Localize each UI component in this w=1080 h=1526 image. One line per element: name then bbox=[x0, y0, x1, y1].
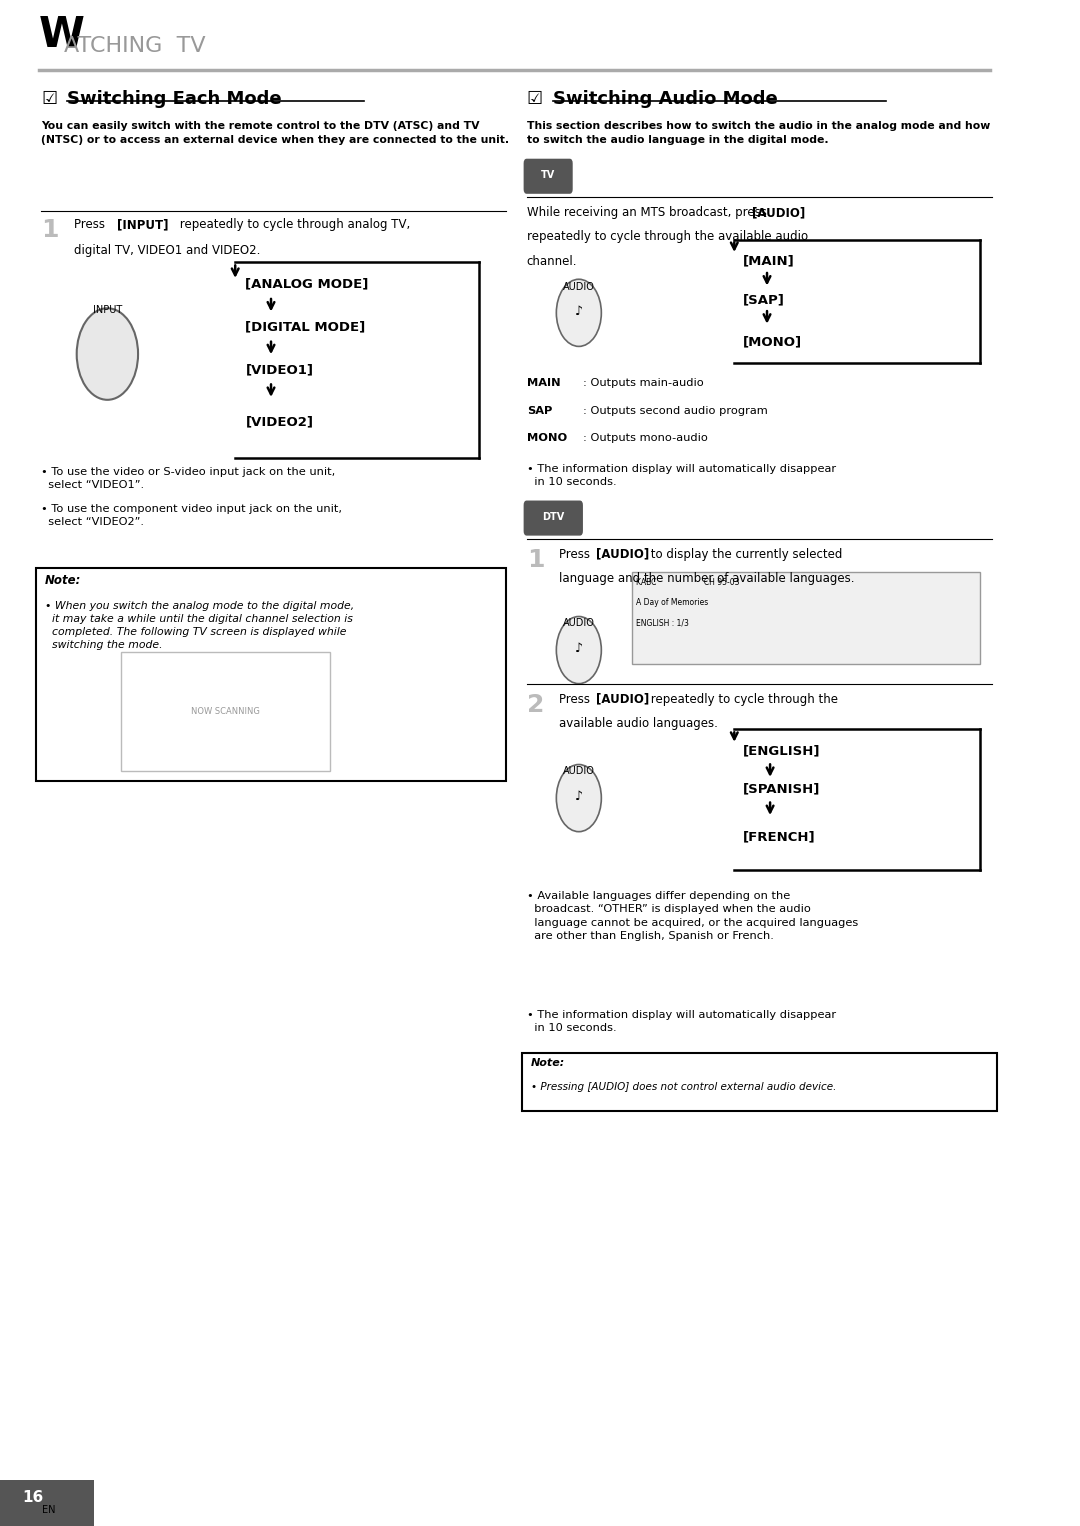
Text: repeatedly to cycle through analog TV,: repeatedly to cycle through analog TV, bbox=[176, 218, 410, 232]
Text: ATCHING  TV: ATCHING TV bbox=[65, 37, 206, 56]
Text: Note:: Note: bbox=[530, 1058, 565, 1068]
Text: • To use the video or S-video input jack on the unit,
  select “VIDEO1”.: • To use the video or S-video input jack… bbox=[41, 467, 335, 490]
Text: to display the currently selected: to display the currently selected bbox=[647, 548, 842, 562]
Text: [DIGITAL MODE]: [DIGITAL MODE] bbox=[245, 320, 366, 334]
Text: AUDIO: AUDIO bbox=[563, 282, 595, 293]
Text: ♪: ♪ bbox=[575, 790, 583, 803]
Text: Switching Audio Mode: Switching Audio Mode bbox=[553, 90, 778, 108]
Text: language and the number of available languages.: language and the number of available lan… bbox=[559, 572, 855, 586]
FancyBboxPatch shape bbox=[121, 652, 330, 771]
Text: [MAIN]: [MAIN] bbox=[742, 255, 794, 269]
Text: channel.: channel. bbox=[527, 255, 577, 269]
Text: : Outputs second audio program: : Outputs second audio program bbox=[583, 406, 768, 417]
FancyBboxPatch shape bbox=[632, 572, 980, 664]
Text: 1: 1 bbox=[41, 218, 58, 243]
Text: [SAP]: [SAP] bbox=[742, 293, 784, 307]
Circle shape bbox=[556, 279, 602, 346]
Text: ENGLISH : 1/3: ENGLISH : 1/3 bbox=[636, 618, 689, 627]
Text: ♪: ♪ bbox=[575, 642, 583, 655]
Circle shape bbox=[77, 308, 138, 400]
Text: EN: EN bbox=[42, 1505, 56, 1515]
Text: [ANALOG MODE]: [ANALOG MODE] bbox=[245, 278, 369, 291]
Text: : Outputs main-audio: : Outputs main-audio bbox=[583, 378, 704, 389]
Text: This section describes how to switch the audio in the analog mode and how
to swi: This section describes how to switch the… bbox=[527, 121, 990, 145]
Text: MAIN: MAIN bbox=[527, 378, 561, 389]
Text: [AUDIO]: [AUDIO] bbox=[752, 206, 805, 220]
Text: [AUDIO]: [AUDIO] bbox=[596, 693, 649, 707]
Text: repeatedly to cycle through the: repeatedly to cycle through the bbox=[647, 693, 838, 707]
Text: SAP: SAP bbox=[527, 406, 552, 417]
Text: • When you switch the analog mode to the digital mode,
  it may take a while unt: • When you switch the analog mode to the… bbox=[45, 601, 354, 650]
Text: 16: 16 bbox=[22, 1489, 43, 1505]
Text: INPUT: INPUT bbox=[93, 305, 122, 316]
Text: MONO: MONO bbox=[527, 433, 567, 444]
Text: NOW SCANNING: NOW SCANNING bbox=[190, 707, 259, 716]
Text: • To use the component video input jack on the unit,
  select “VIDEO2”.: • To use the component video input jack … bbox=[41, 504, 342, 526]
Text: • Pressing [AUDIO] does not control external audio device.: • Pressing [AUDIO] does not control exte… bbox=[530, 1082, 836, 1093]
FancyBboxPatch shape bbox=[524, 501, 583, 536]
FancyBboxPatch shape bbox=[36, 568, 507, 781]
Text: You can easily switch with the remote control to the DTV (ATSC) and TV
(NTSC) or: You can easily switch with the remote co… bbox=[41, 121, 509, 145]
Circle shape bbox=[556, 765, 602, 832]
Text: Note:: Note: bbox=[45, 574, 81, 588]
Text: AUDIO: AUDIO bbox=[563, 618, 595, 629]
Text: While receiving an MTS broadcast, press: While receiving an MTS broadcast, press bbox=[527, 206, 770, 220]
Bar bbox=[0, 1480, 94, 1526]
Text: [MONO]: [MONO] bbox=[742, 336, 801, 349]
Text: A Day of Memories: A Day of Memories bbox=[636, 598, 708, 607]
Text: W: W bbox=[39, 14, 84, 56]
Text: Press: Press bbox=[73, 218, 108, 232]
Text: Press: Press bbox=[559, 693, 594, 707]
Text: [VIDEO2]: [VIDEO2] bbox=[245, 415, 313, 429]
Text: [SPANISH]: [SPANISH] bbox=[742, 783, 820, 797]
Text: [ENGLISH]: [ENGLISH] bbox=[742, 745, 820, 758]
FancyBboxPatch shape bbox=[522, 1053, 997, 1111]
Text: Switching Each Mode: Switching Each Mode bbox=[67, 90, 282, 108]
Text: ♪: ♪ bbox=[575, 305, 583, 317]
Text: • The information display will automatically disappear
  in 10 seconds.: • The information display will automatic… bbox=[527, 1010, 836, 1033]
Text: [FRENCH]: [FRENCH] bbox=[742, 830, 815, 844]
Text: repeatedly to cycle through the available audio: repeatedly to cycle through the availabl… bbox=[527, 230, 808, 244]
Text: 1: 1 bbox=[527, 548, 544, 572]
Text: • Available languages differ depending on the
  broadcast. “OTHER” is displayed : • Available languages differ depending o… bbox=[527, 891, 858, 942]
Circle shape bbox=[556, 617, 602, 684]
Text: : Outputs mono-audio: : Outputs mono-audio bbox=[583, 433, 707, 444]
Text: [AUDIO]: [AUDIO] bbox=[596, 548, 649, 562]
Text: KABC                    CH 95-03: KABC CH 95-03 bbox=[636, 578, 740, 588]
Text: available audio languages.: available audio languages. bbox=[559, 717, 718, 731]
Text: DTV: DTV bbox=[542, 513, 565, 522]
Text: [INPUT]: [INPUT] bbox=[117, 218, 168, 232]
Text: AUDIO: AUDIO bbox=[563, 766, 595, 777]
Text: • The information display will automatically disappear
  in 10 seconds.: • The information display will automatic… bbox=[527, 464, 836, 487]
Text: TV: TV bbox=[541, 171, 555, 180]
Text: [VIDEO1]: [VIDEO1] bbox=[245, 363, 313, 377]
Text: Press: Press bbox=[559, 548, 594, 562]
Text: digital TV, VIDEO1 and VIDEO2.: digital TV, VIDEO1 and VIDEO2. bbox=[73, 244, 260, 258]
FancyBboxPatch shape bbox=[524, 159, 572, 194]
Text: 2: 2 bbox=[527, 693, 544, 717]
Text: ☑: ☑ bbox=[41, 90, 57, 108]
Text: ☑: ☑ bbox=[527, 90, 543, 108]
